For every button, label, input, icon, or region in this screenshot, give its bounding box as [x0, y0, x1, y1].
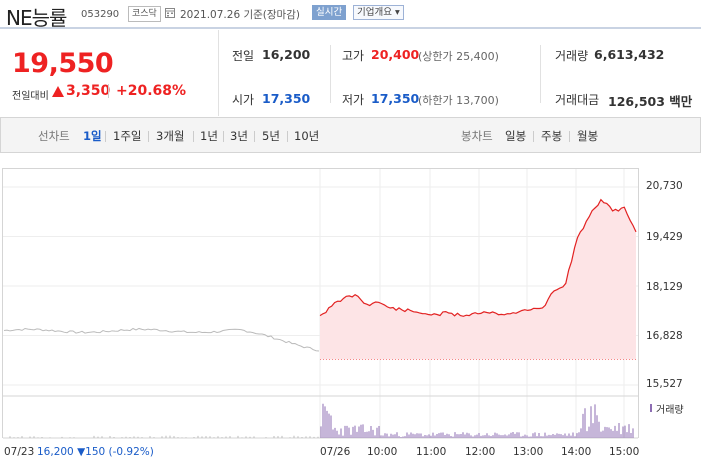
- tab-separator: [254, 131, 255, 142]
- x-tick: 07/26: [320, 446, 351, 458]
- volume-legend-swatch: [650, 404, 652, 412]
- stock-name: NE능률: [6, 6, 67, 30]
- y-tick: 16,828: [646, 330, 683, 342]
- tab-daily-candle[interactable]: 일봉: [505, 129, 527, 143]
- tab-monthly-candle[interactable]: 월봉: [577, 129, 599, 143]
- volume-label: 거래량: [555, 49, 589, 63]
- tab-separator: [287, 131, 288, 142]
- change-label: 전일대비: [12, 91, 49, 102]
- tab-separator: [569, 131, 570, 142]
- period-tab-bar: [0, 117, 701, 153]
- realtime-button[interactable]: 실시간: [312, 5, 347, 20]
- open-label: 시가: [232, 93, 255, 107]
- market-badge: 코스닥: [128, 6, 161, 22]
- high-label: 고가: [342, 49, 365, 63]
- x-tick: 14:00: [561, 446, 592, 458]
- low-value: 17,350: [371, 91, 420, 106]
- line-chart-label: 선차트: [38, 129, 70, 143]
- tab-weekly-candle[interactable]: 주봉: [541, 129, 563, 143]
- y-tick: 15,527: [646, 378, 683, 390]
- y-tick: 20,730: [646, 180, 683, 192]
- tab-1d[interactable]: 1일: [83, 129, 102, 143]
- price-line: [319, 198, 637, 317]
- y-tick: 19,429: [646, 231, 683, 243]
- y-tick: 18,129: [646, 281, 683, 293]
- x-tick: 10:00: [367, 446, 398, 458]
- tab-3m[interactable]: 3개월: [156, 129, 185, 143]
- divider: [108, 84, 109, 98]
- tab-separator: [193, 131, 194, 142]
- chart-frame: [2, 168, 639, 438]
- base-date: 2021.07.26 기준(장마감): [180, 9, 300, 21]
- up-triangle-icon: [52, 86, 64, 97]
- footer-price-info: 16,200 ▼150 (-0.92%): [37, 446, 154, 458]
- divider: [218, 30, 219, 116]
- amount-value: 126,503 백만: [608, 94, 693, 109]
- prev-close-value: 16,200: [262, 47, 311, 62]
- open-value: 17,350: [262, 91, 311, 106]
- x-tick: 13:00: [513, 446, 544, 458]
- header-divider: [0, 27, 701, 29]
- divider: [330, 45, 331, 103]
- tab-1y[interactable]: 1년: [200, 129, 218, 143]
- candle-chart-label: 봉차트: [461, 129, 493, 143]
- tab-separator: [105, 131, 106, 142]
- x-tick: 15:00: [609, 446, 640, 458]
- change-value: 3,350: [66, 83, 111, 99]
- divider: [540, 45, 541, 103]
- volume-legend: 거래량: [656, 405, 684, 416]
- current-price: 19,550: [12, 48, 114, 79]
- tab-5y[interactable]: 5년: [262, 129, 280, 143]
- low-label: 저가: [342, 93, 365, 107]
- change-percent: +20.68%: [116, 83, 187, 99]
- tab-separator: [223, 131, 224, 142]
- price-area-fill: [320, 199, 636, 360]
- company-overview-button[interactable]: 기업개요 ▾: [353, 5, 404, 20]
- calendar-icon: [165, 8, 175, 18]
- lower-limit: (하한가 13,700): [418, 94, 499, 107]
- stock-code: 053290: [81, 9, 120, 20]
- high-value: 20,400: [371, 47, 420, 62]
- footer-date: 07/23: [4, 446, 35, 458]
- volume-value: 6,613,432: [594, 47, 665, 62]
- amount-label: 거래대금: [555, 93, 600, 107]
- prev-day-price-line: [3, 327, 320, 352]
- x-tick: 12:00: [465, 446, 496, 458]
- tab-separator: [533, 131, 534, 142]
- tab-10y[interactable]: 10년: [294, 129, 320, 143]
- upper-limit: (상한가 25,400): [418, 50, 499, 63]
- tab-3y[interactable]: 3년: [230, 129, 248, 143]
- tab-separator: [148, 131, 149, 142]
- x-tick: 11:00: [416, 446, 447, 458]
- tab-1w[interactable]: 1주일: [113, 129, 142, 143]
- prev-close-label: 전일: [232, 49, 255, 63]
